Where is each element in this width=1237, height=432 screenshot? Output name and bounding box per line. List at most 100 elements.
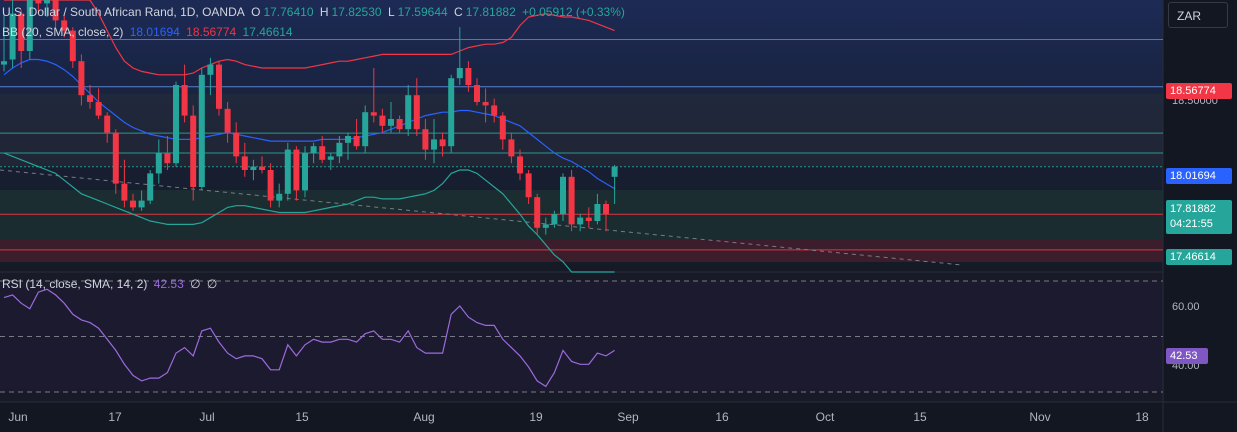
candle-body: [396, 119, 403, 130]
symbol-title[interactable]: U.S. Dollar / South African Rand, 1D, OA…: [2, 5, 245, 19]
candle-body: [603, 204, 609, 215]
candle-body: [560, 176, 566, 215]
candle-body: [491, 105, 498, 116]
candle-body: [448, 78, 455, 147]
candle-body: [44, 0, 50, 4]
candle-body: [181, 85, 188, 116]
candle-body: [130, 200, 136, 208]
candle-body: [542, 224, 549, 228]
rsi-extra-1: ∅: [190, 277, 201, 291]
candle-body: [95, 102, 102, 116]
candle-body: [422, 129, 429, 150]
candle-body: [594, 204, 601, 221]
time-tick-label: 18: [1135, 410, 1149, 424]
candle-body: [551, 214, 558, 225]
candle-body: [474, 85, 480, 102]
rsi-tick-60: 60.00: [1172, 301, 1200, 313]
bb-upper-tag: 18.56774: [1166, 83, 1232, 99]
candle-body: [284, 149, 291, 194]
candle-body: [61, 20, 68, 31]
bb-label: BB (20, SMA, close, 2): [2, 25, 124, 39]
candle-body: [499, 115, 506, 140]
candle-body: [155, 153, 162, 174]
candle-body: [233, 132, 240, 157]
time-tick-label: Aug: [413, 410, 435, 424]
candle-body: [198, 74, 205, 187]
bb-lower-line: [3, 152, 615, 273]
candle-body: [525, 173, 532, 198]
time-tick-label: 19: [529, 410, 543, 424]
close-label: C: [454, 5, 463, 19]
low-value: 17.59644: [397, 5, 448, 19]
candle-body: [35, 0, 42, 4]
time-tick-label: 16: [715, 410, 729, 424]
candle-body: [207, 64, 214, 75]
bb-lower-value: 17.46614: [242, 25, 293, 39]
candle-body: [216, 64, 222, 109]
candle-body: [138, 200, 145, 208]
candle-body: [310, 146, 317, 153]
candle-body: [345, 136, 351, 143]
candle-body: [517, 156, 523, 174]
close-value: 17.81882: [465, 5, 516, 19]
candle-body: [439, 139, 446, 147]
candle-body: [405, 95, 412, 130]
candle-body: [104, 115, 111, 133]
candle-body: [18, 13, 25, 52]
candle-body: [362, 112, 369, 147]
time-tick-label: Sep: [617, 410, 639, 424]
time-tick-label: Nov: [1029, 410, 1051, 424]
candle-body: [577, 217, 584, 225]
bb-upper-value: 18.56774: [186, 25, 237, 39]
candle-body: [370, 112, 377, 116]
candle-body: [52, 0, 59, 21]
candle-body: [456, 68, 463, 79]
candle-body: [78, 61, 85, 96]
high-label: H: [319, 5, 329, 19]
bb-legend[interactable]: BB (20, SMA, close, 2) 18.01694 18.56774…: [2, 25, 296, 39]
time-tick-label: Oct: [815, 410, 835, 424]
candle-body: [388, 119, 394, 126]
rsi-label: RSI (14, close, SMA, 14, 2): [2, 277, 148, 291]
candle-body: [147, 173, 154, 201]
candle-body: [259, 166, 265, 170]
zone-green: [0, 190, 1163, 240]
candle-body: [336, 142, 343, 157]
candle-body: [431, 139, 437, 150]
candle-body: [482, 102, 489, 106]
candle-body: [585, 217, 592, 221]
candle-body: [413, 95, 420, 130]
candle-body: [302, 153, 308, 191]
rsi-legend[interactable]: RSI (14, close, SMA, 14, 2) 42.53 ∅ ∅: [2, 277, 220, 291]
time-tick-label: Jul: [199, 410, 215, 424]
candle-body: [293, 149, 300, 191]
candle-body: [465, 68, 472, 85]
candle-body: [611, 166, 618, 177]
candle-body: [9, 13, 16, 60]
bb-basis-tag: 18.01694: [1166, 168, 1232, 184]
candle-body: [568, 176, 575, 225]
candle-body: [164, 153, 171, 164]
candle-body: [241, 156, 248, 170]
low-label: L: [387, 5, 395, 19]
bb-basis-line: [3, 58, 615, 190]
bb-lower-tag: 17.46614: [1166, 249, 1232, 265]
candle-body: [69, 30, 76, 62]
currency-button[interactable]: ZAR: [1168, 2, 1228, 28]
candle-body: [267, 170, 274, 201]
close-price: 17.81882: [1170, 203, 1216, 215]
candle-body: [112, 132, 119, 184]
open-value: 17.76410: [263, 5, 314, 19]
candle-body: [121, 183, 128, 201]
candle-body: [353, 136, 360, 147]
trendline: [0, 169, 963, 266]
rsi-value: 42.53: [153, 277, 184, 291]
candle-body: [379, 115, 386, 126]
candle-body: [508, 139, 515, 157]
time-tick-label: 15: [295, 410, 309, 424]
time-tick-label: 17: [108, 410, 122, 424]
candle-body: [1, 61, 7, 65]
bar-countdown: 04:21:55: [1170, 218, 1213, 230]
candle-body: [26, 0, 33, 51]
